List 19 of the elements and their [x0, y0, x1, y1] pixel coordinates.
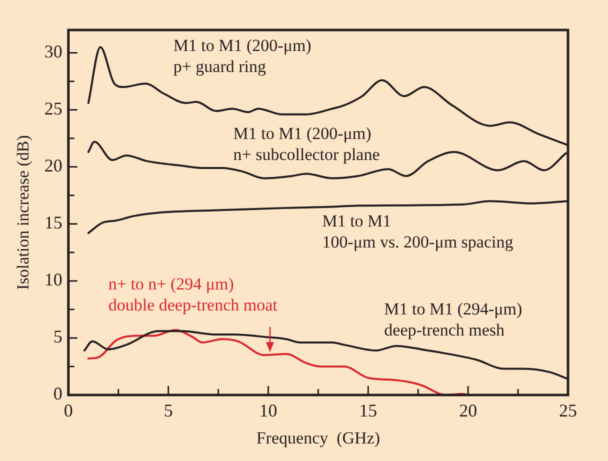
series-label: M1 to M1 (200-μm) p+ guard ring: [173, 36, 312, 76]
y-axis-title: Isolation increase (dB): [14, 135, 33, 290]
x-tick-label: 15: [359, 400, 378, 421]
series-label: n+ to n+ (294 μm) double deep-trench moat: [108, 274, 278, 314]
x-tick-label: 5: [164, 400, 173, 421]
y-tick-label: 15: [44, 212, 62, 233]
series-label: M1 to M1 (200-μm) n+ subcollector plane: [233, 124, 380, 164]
y-tick-label: 20: [44, 156, 62, 176]
y-tick-label: 30: [44, 42, 62, 62]
y-tick-label: 5: [53, 326, 62, 347]
series-label: M1 to M1 (294-μm) deep-trench mesh: [384, 299, 522, 340]
y-tick-label: 0: [53, 384, 62, 404]
y-tick-label: 10: [44, 270, 62, 290]
y-tick-label: 25: [44, 98, 62, 119]
x-axis-title: Frequency (GHz): [256, 428, 380, 448]
x-tick-label: 25: [559, 400, 577, 421]
series-label: M1 to M1 100-μm vs. 200-μm spacing: [322, 212, 514, 252]
x-tick-label: 10: [259, 400, 278, 421]
x-tick-label: 20: [459, 400, 478, 421]
